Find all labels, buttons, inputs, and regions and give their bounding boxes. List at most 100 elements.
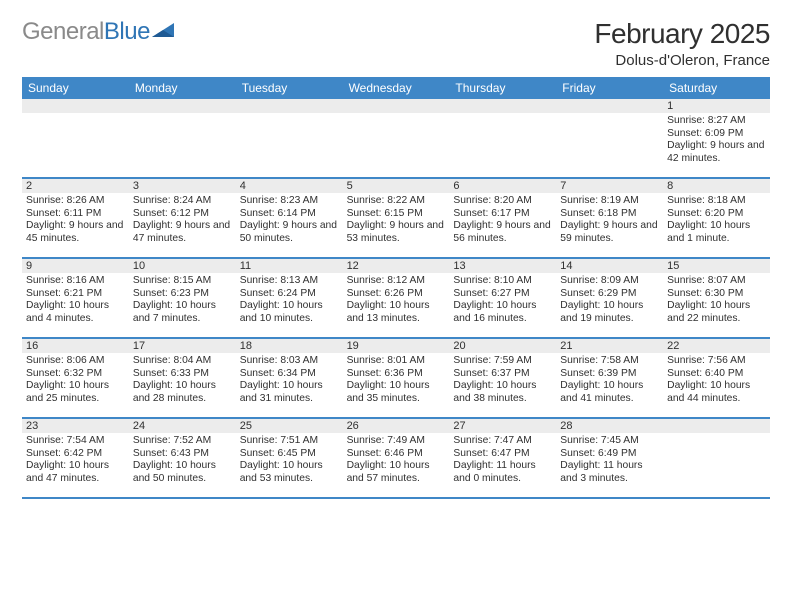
day-number	[449, 99, 556, 113]
day-number: 8	[663, 179, 770, 193]
calendar-cell: 14Sunrise: 8:09 AMSunset: 6:29 PMDayligh…	[556, 259, 663, 337]
cell-body: Sunrise: 7:49 AMSunset: 6:46 PMDaylight:…	[343, 433, 450, 488]
sunrise-text: Sunrise: 8:03 AM	[240, 355, 339, 368]
weekday-header: Thursday	[449, 77, 556, 99]
sunrise-text: Sunrise: 7:56 AM	[667, 355, 766, 368]
day-number	[663, 419, 770, 433]
calendar-body: 1Sunrise: 8:27 AMSunset: 6:09 PMDaylight…	[22, 99, 770, 499]
day-number: 19	[343, 339, 450, 353]
calendar-cell	[556, 99, 663, 177]
weekday-header: Friday	[556, 77, 663, 99]
cell-body: Sunrise: 7:58 AMSunset: 6:39 PMDaylight:…	[556, 353, 663, 408]
day-number: 17	[129, 339, 236, 353]
sunset-text: Sunset: 6:46 PM	[347, 448, 446, 461]
calendar-cell: 20Sunrise: 7:59 AMSunset: 6:37 PMDayligh…	[449, 339, 556, 417]
sunset-text: Sunset: 6:42 PM	[26, 448, 125, 461]
calendar-week: 16Sunrise: 8:06 AMSunset: 6:32 PMDayligh…	[22, 339, 770, 419]
sunrise-text: Sunrise: 8:24 AM	[133, 195, 232, 208]
weekday-header: Tuesday	[236, 77, 343, 99]
daylight-text: Daylight: 10 hours and 47 minutes.	[26, 460, 125, 485]
day-number	[22, 99, 129, 113]
day-number: 5	[343, 179, 450, 193]
day-number: 27	[449, 419, 556, 433]
day-number: 2	[22, 179, 129, 193]
sunset-text: Sunset: 6:33 PM	[133, 368, 232, 381]
sunset-text: Sunset: 6:24 PM	[240, 288, 339, 301]
day-number	[236, 99, 343, 113]
sunset-text: Sunset: 6:39 PM	[560, 368, 659, 381]
calendar-cell: 17 Sunrise: 8:04 AMSunset: 6:33 PMDayligh…	[129, 339, 236, 417]
sunset-text: Sunset: 6:40 PM	[667, 368, 766, 381]
cell-body: Sunrise: 8:09 AMSunset: 6:29 PMDaylight:…	[556, 273, 663, 328]
daylight-text: Daylight: 10 hours and 22 minutes.	[667, 300, 766, 325]
calendar-cell: 4Sunrise: 8:23 AMSunset: 6:14 PMDaylight…	[236, 179, 343, 257]
calendar-cell: 27Sunrise: 7:47 AMSunset: 6:47 PMDayligh…	[449, 419, 556, 497]
daylight-text: Daylight: 10 hours and 16 minutes.	[453, 300, 552, 325]
sunset-text: Sunset: 6:37 PM	[453, 368, 552, 381]
calendar-cell: 18Sunrise: 8:03 AMSunset: 6:34 PMDayligh…	[236, 339, 343, 417]
day-number: 22	[663, 339, 770, 353]
cell-body: Sunrise: 7:52 AMSunset: 6:43 PMDaylight:…	[129, 433, 236, 488]
cell-body: Sunrise: 8:06 AMSunset: 6:32 PMDaylight:…	[22, 353, 129, 408]
calendar-cell: 10Sunrise: 8:15 AMSunset: 6:23 PMDayligh…	[129, 259, 236, 337]
day-number: 9	[22, 259, 129, 273]
sunset-text: Sunset: 6:27 PM	[453, 288, 552, 301]
cell-body: Sunrise: 7:45 AMSunset: 6:49 PMDaylight:…	[556, 433, 663, 488]
calendar-cell: 3Sunrise: 8:24 AMSunset: 6:12 PMDaylight…	[129, 179, 236, 257]
logo-triangle-icon	[152, 23, 178, 41]
sunrise-text: Sunrise: 7:58 AM	[560, 355, 659, 368]
calendar-cell	[236, 99, 343, 177]
sunrise-text: Sunrise: 7:51 AM	[240, 435, 339, 448]
calendar-cell: 5Sunrise: 8:22 AMSunset: 6:15 PMDaylight…	[343, 179, 450, 257]
calendar-cell: 6Sunrise: 8:20 AMSunset: 6:17 PMDaylight…	[449, 179, 556, 257]
weekday-header: Sunday	[22, 77, 129, 99]
logo: GeneralBlue	[22, 18, 178, 46]
calendar-cell: 22Sunrise: 7:56 AMSunset: 6:40 PMDayligh…	[663, 339, 770, 417]
daylight-text: Daylight: 10 hours and 38 minutes.	[453, 380, 552, 405]
calendar-week: 9Sunrise: 8:16 AMSunset: 6:21 PMDaylight…	[22, 259, 770, 339]
cell-body: Sunrise: 8:19 AMSunset: 6:18 PMDaylight:…	[556, 193, 663, 248]
sunrise-text: Sunrise: 8:12 AM	[347, 275, 446, 288]
daylight-text: Daylight: 10 hours and 44 minutes.	[667, 380, 766, 405]
daylight-text: Daylight: 10 hours and 25 minutes.	[26, 380, 125, 405]
calendar-cell: 11Sunrise: 8:13 AMSunset: 6:24 PMDayligh…	[236, 259, 343, 337]
daylight-text: Daylight: 10 hours and 28 minutes.	[133, 380, 232, 405]
calendar-cell: 16Sunrise: 8:06 AMSunset: 6:32 PMDayligh…	[22, 339, 129, 417]
sunrise-text: Sunrise: 8:04 AM	[133, 355, 232, 368]
calendar-cell	[22, 99, 129, 177]
calendar-cell: 1Sunrise: 8:27 AMSunset: 6:09 PMDaylight…	[663, 99, 770, 177]
cell-body: Sunrise: 7:54 AMSunset: 6:42 PMDaylight:…	[22, 433, 129, 488]
sunrise-text: Sunrise: 8:23 AM	[240, 195, 339, 208]
sunrise-text: Sunrise: 8:06 AM	[26, 355, 125, 368]
day-number: 21	[556, 339, 663, 353]
day-number: 3	[129, 179, 236, 193]
day-number: 28	[556, 419, 663, 433]
daylight-text: Daylight: 10 hours and 31 minutes.	[240, 380, 339, 405]
cell-body: Sunrise: 8:27 AMSunset: 6:09 PMDaylight:…	[663, 113, 770, 168]
sunrise-text: Sunrise: 8:15 AM	[133, 275, 232, 288]
cell-body: Sunrise: 8:23 AMSunset: 6:14 PMDaylight:…	[236, 193, 343, 248]
cell-body: Sunrise: 8:03 AMSunset: 6:34 PMDaylight:…	[236, 353, 343, 408]
cell-body: Sunrise: 7:56 AMSunset: 6:40 PMDaylight:…	[663, 353, 770, 408]
sunrise-text: Sunrise: 8:09 AM	[560, 275, 659, 288]
sunrise-text: Sunrise: 8:18 AM	[667, 195, 766, 208]
calendar-cell	[449, 99, 556, 177]
calendar-week: 23Sunrise: 7:54 AMSunset: 6:42 PMDayligh…	[22, 419, 770, 499]
daylight-text: Daylight: 9 hours and 45 minutes.	[26, 220, 125, 245]
title-block: February 2025 Dolus-d'Oleron, France	[594, 18, 770, 69]
daylight-text: Daylight: 9 hours and 59 minutes.	[560, 220, 659, 245]
day-number: 1	[663, 99, 770, 113]
daylight-text: Daylight: 10 hours and 13 minutes.	[347, 300, 446, 325]
sunrise-text: Sunrise: 8:19 AM	[560, 195, 659, 208]
calendar-cell: 26Sunrise: 7:49 AMSunset: 6:46 PMDayligh…	[343, 419, 450, 497]
cell-body: Sunrise: 8:18 AMSunset: 6:20 PMDaylight:…	[663, 193, 770, 248]
sunrise-text: Sunrise: 8:16 AM	[26, 275, 125, 288]
sunrise-text: Sunrise: 7:52 AM	[133, 435, 232, 448]
daylight-text: Daylight: 10 hours and 57 minutes.	[347, 460, 446, 485]
daylight-text: Daylight: 10 hours and 7 minutes.	[133, 300, 232, 325]
sunset-text: Sunset: 6:36 PM	[347, 368, 446, 381]
cell-body: Sunrise: 8:01 AMSunset: 6:36 PMDaylight:…	[343, 353, 450, 408]
daylight-text: Daylight: 9 hours and 50 minutes.	[240, 220, 339, 245]
daylight-text: Daylight: 9 hours and 47 minutes.	[133, 220, 232, 245]
daylight-text: Daylight: 10 hours and 35 minutes.	[347, 380, 446, 405]
